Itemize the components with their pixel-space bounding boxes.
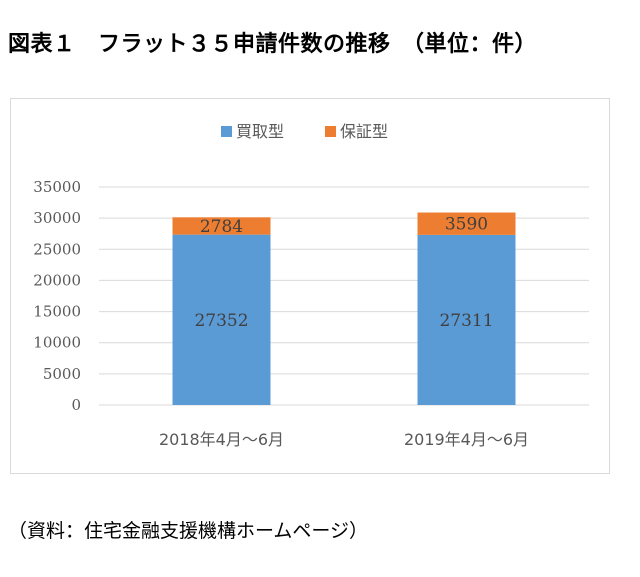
y-tick-label: 25000 xyxy=(33,240,81,258)
chart-heading: 図表１ フラット３５申請件数の推移 （単位：件） xyxy=(8,32,538,57)
y-tick-label: 0 xyxy=(71,396,81,414)
data-label: 2784 xyxy=(200,217,243,237)
x-category-label: 2019年4月～6月 xyxy=(404,430,529,449)
bar-segment xyxy=(417,212,516,235)
legend-label: 保証型 xyxy=(340,122,388,141)
source-note: （資料：住宅金融支援機構ホームページ） xyxy=(8,520,369,542)
y-tick-label: 15000 xyxy=(33,303,81,321)
y-tick-label: 30000 xyxy=(33,209,81,227)
x-category-label: 2018年4月～6月 xyxy=(159,430,284,449)
legend-swatch xyxy=(221,126,232,137)
y-tick-label: 5000 xyxy=(43,365,81,383)
chart-area: 0 5000 10000 15000 20000 25000 30000 35000 買取型 保証… xyxy=(10,98,610,474)
y-tick-label: 35000 xyxy=(33,178,81,196)
y-tick-label: 20000 xyxy=(33,271,81,289)
bar-segment xyxy=(172,217,271,235)
stacked-bar-chart: 0 5000 10000 15000 20000 25000 30000 35000 買取型 保証… xyxy=(33,122,589,449)
data-label: 27311 xyxy=(439,311,493,331)
legend-label: 買取型 xyxy=(236,122,284,141)
legend-swatch xyxy=(325,126,336,137)
bar-segment xyxy=(417,234,516,405)
bar-segment xyxy=(172,234,271,405)
data-label: 3590 xyxy=(445,215,488,235)
data-label: 27352 xyxy=(194,311,248,331)
y-tick-label: 10000 xyxy=(33,334,81,352)
